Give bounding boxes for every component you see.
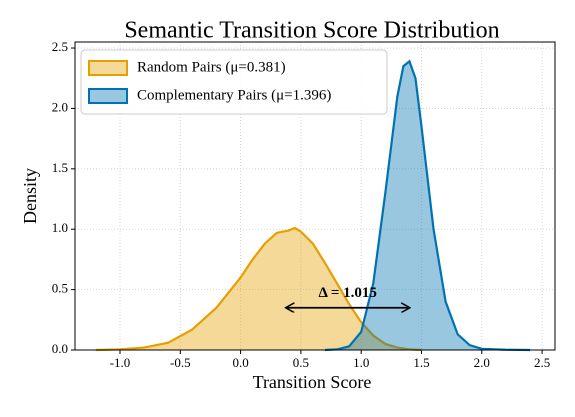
y-tick-label: 0.0 — [52, 341, 68, 356]
x-tick-label: 2.0 — [474, 355, 490, 370]
density-area — [95, 228, 422, 350]
plot-frame — [74, 41, 556, 351]
y-tick-label: 0.5 — [52, 281, 68, 296]
x-tick-label: 1.5 — [413, 355, 429, 370]
legend-box — [80, 49, 388, 115]
legend-swatch — [88, 88, 128, 104]
density-line — [95, 226, 422, 352]
density-line — [324, 59, 531, 352]
y-tick-label: 2.0 — [52, 99, 68, 114]
x-tick-label: 2.5 — [534, 355, 550, 370]
legend-label: Random Pairs (μ=0.381) — [137, 59, 286, 75]
y-tick-label: 2.5 — [52, 39, 68, 54]
legend: Random Pairs (μ=0.381) Complementary Pair… — [80, 49, 388, 115]
x-tick-label: -0.5 — [170, 355, 191, 370]
x-tick-label: 0.0 — [232, 355, 248, 370]
legend-label: Complementary Pairs (μ=1.396) — [137, 87, 331, 103]
density-area — [325, 61, 531, 350]
x-axis-label: Transition Score — [253, 372, 372, 392]
x-tick-label: 0.5 — [293, 355, 309, 370]
annotation-text: Δ = 1.015 — [319, 285, 377, 301]
y-tick-label: 1.5 — [52, 160, 68, 175]
x-tick-label: -1.0 — [110, 355, 131, 370]
y-tick-label: 1.0 — [52, 220, 68, 235]
y-axis-label: Density — [20, 168, 40, 224]
x-tick-label: 1.0 — [353, 355, 369, 370]
legend-swatch — [88, 60, 128, 76]
chart-title: Semantic Transition Score Distribution — [124, 18, 499, 44]
